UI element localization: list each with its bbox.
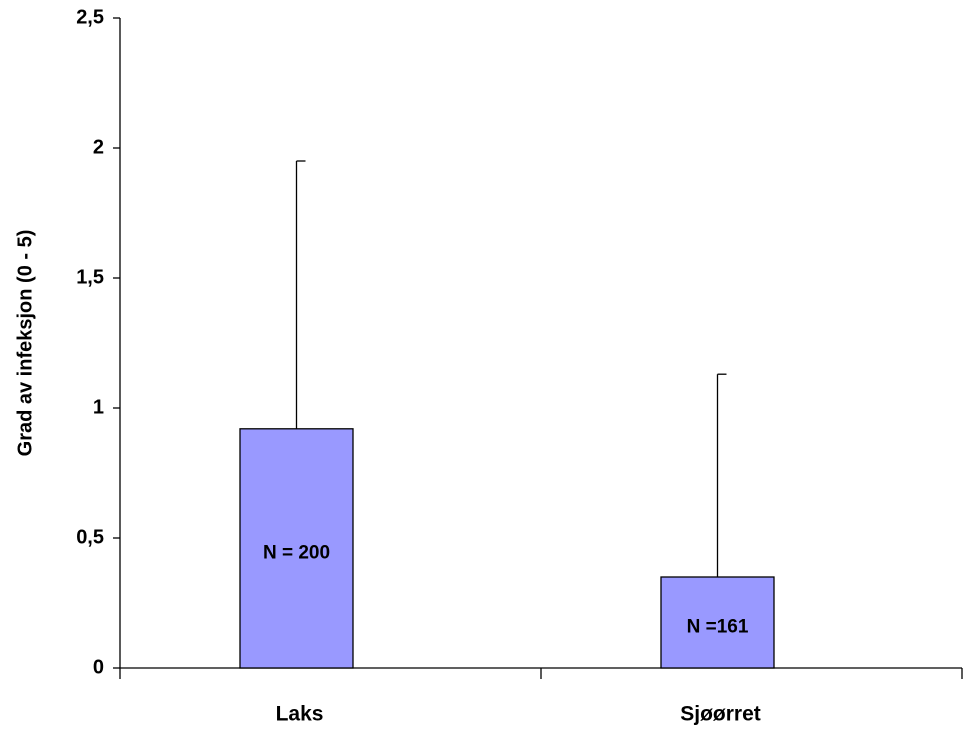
y-tick-label: 2,5: [76, 6, 104, 28]
y-tick-label: 0: [93, 656, 104, 678]
y-tick-label: 0,5: [76, 526, 104, 548]
y-axis-title: Grad av infeksjon (0 - 5): [14, 230, 36, 457]
y-tick-label: 1: [93, 396, 104, 418]
bar-label: N =161: [687, 617, 749, 638]
x-tick-label: Laks: [276, 703, 324, 726]
y-tick-label: 1,5: [76, 266, 104, 288]
bar: [660, 576, 775, 669]
y-tick-label: 2: [93, 136, 104, 158]
x-tick-label: Sjøørret: [680, 703, 761, 726]
bar: [239, 428, 354, 669]
bar-label: N = 200: [263, 542, 330, 563]
